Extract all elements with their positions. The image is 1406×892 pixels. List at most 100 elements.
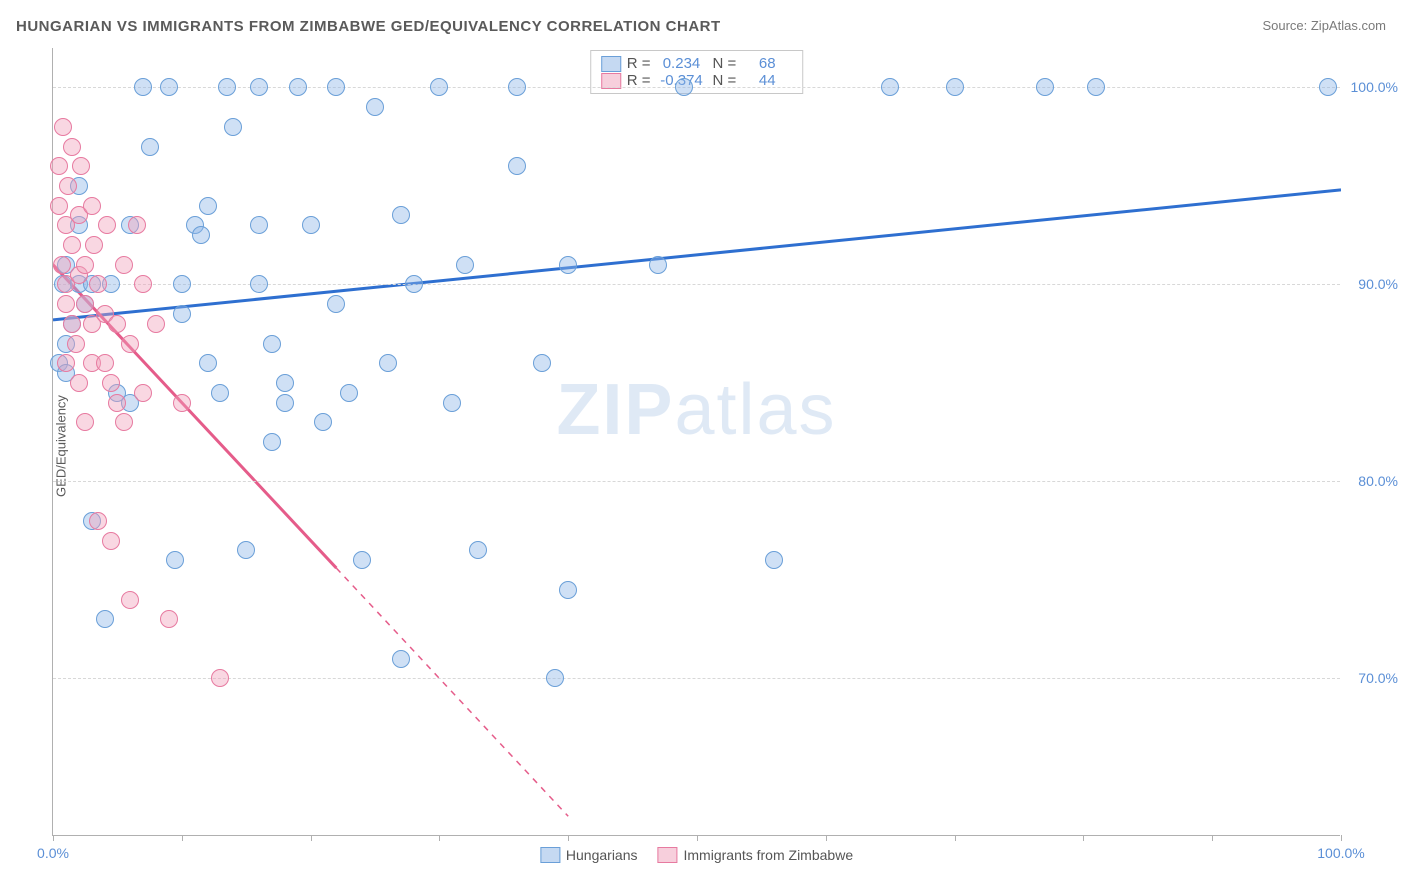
- gridline: [53, 678, 1340, 679]
- data-point: [379, 354, 397, 372]
- x-tick-mark: [826, 835, 827, 841]
- data-point: [134, 275, 152, 293]
- swatch-blue: [601, 56, 621, 72]
- chart-container: HUNGARIAN VS IMMIGRANTS FROM ZIMBABWE GE…: [0, 0, 1406, 892]
- data-point: [134, 384, 152, 402]
- data-point: [115, 413, 133, 431]
- y-tick-label: 100.0%: [1348, 79, 1398, 95]
- data-point: [166, 551, 184, 569]
- watermark: ZIPatlas: [556, 369, 836, 451]
- data-point: [115, 256, 133, 274]
- data-point: [199, 197, 217, 215]
- data-point: [199, 354, 217, 372]
- data-point: [263, 433, 281, 451]
- data-point: [160, 610, 178, 628]
- data-point: [160, 78, 178, 96]
- x-tick-mark: [311, 835, 312, 841]
- data-point: [54, 118, 72, 136]
- watermark-bold: ZIP: [556, 370, 674, 450]
- data-point: [173, 394, 191, 412]
- data-point: [237, 541, 255, 559]
- data-point: [392, 206, 410, 224]
- legend-row: R = 0.234 N = 68: [601, 55, 793, 72]
- data-point: [314, 413, 332, 431]
- data-point: [559, 256, 577, 274]
- x-tick-mark: [697, 835, 698, 841]
- data-point: [946, 78, 964, 96]
- x-tick-mark: [53, 835, 54, 841]
- data-point: [508, 157, 526, 175]
- r-label: R =: [627, 55, 651, 72]
- data-point: [147, 315, 165, 333]
- data-point: [57, 295, 75, 313]
- gridline: [53, 481, 1340, 482]
- x-tick-label: 0.0%: [37, 845, 69, 861]
- data-point: [53, 256, 71, 274]
- data-point: [443, 394, 461, 412]
- x-tick-label: 100.0%: [1317, 845, 1364, 861]
- data-point: [192, 226, 210, 244]
- data-point: [96, 354, 114, 372]
- data-point: [67, 335, 85, 353]
- data-point: [1319, 78, 1337, 96]
- data-point: [649, 256, 667, 274]
- data-point: [76, 413, 94, 431]
- data-point: [302, 216, 320, 234]
- data-point: [134, 78, 152, 96]
- chart-title: HUNGARIAN VS IMMIGRANTS FROM ZIMBABWE GE…: [16, 18, 721, 35]
- data-point: [98, 216, 116, 234]
- data-point: [121, 335, 139, 353]
- data-point: [392, 650, 410, 668]
- data-point: [405, 275, 423, 293]
- data-point: [250, 78, 268, 96]
- trend-line-extrapolated: [336, 568, 568, 816]
- x-tick-mark: [1083, 835, 1084, 841]
- n-value-0: 68: [742, 55, 792, 72]
- data-point: [340, 384, 358, 402]
- legend-label-0: Hungarians: [566, 847, 638, 863]
- data-point: [218, 78, 236, 96]
- data-point: [508, 78, 526, 96]
- data-point: [675, 78, 693, 96]
- x-tick-mark: [439, 835, 440, 841]
- x-tick-mark: [182, 835, 183, 841]
- data-point: [108, 315, 126, 333]
- data-point: [456, 256, 474, 274]
- data-point: [430, 78, 448, 96]
- data-point: [276, 374, 294, 392]
- data-point: [250, 275, 268, 293]
- data-point: [276, 394, 294, 412]
- data-point: [59, 177, 77, 195]
- data-point: [102, 374, 120, 392]
- data-point: [327, 78, 345, 96]
- data-point: [366, 98, 384, 116]
- data-point: [63, 236, 81, 254]
- y-tick-label: 80.0%: [1348, 473, 1398, 489]
- legend-item: Immigrants from Zimbabwe: [658, 847, 854, 863]
- data-point: [76, 295, 94, 313]
- data-point: [765, 551, 783, 569]
- data-point: [211, 384, 229, 402]
- trend-line: [53, 190, 1341, 320]
- source-attribution: Source: ZipAtlas.com: [1262, 18, 1386, 33]
- data-point: [76, 256, 94, 274]
- data-point: [263, 335, 281, 353]
- data-point: [469, 541, 487, 559]
- x-tick-mark: [568, 835, 569, 841]
- data-point: [50, 157, 68, 175]
- data-point: [89, 275, 107, 293]
- legend-item: Hungarians: [540, 847, 638, 863]
- data-point: [72, 157, 90, 175]
- data-point: [63, 315, 81, 333]
- data-point: [50, 197, 68, 215]
- data-point: [121, 591, 139, 609]
- data-point: [327, 295, 345, 313]
- r-value-0: 0.234: [657, 55, 707, 72]
- data-point: [533, 354, 551, 372]
- swatch-pink: [601, 73, 621, 89]
- data-point: [63, 138, 81, 156]
- gridline: [53, 87, 1340, 88]
- data-point: [1087, 78, 1105, 96]
- series-legend: Hungarians Immigrants from Zimbabwe: [540, 847, 853, 863]
- data-point: [128, 216, 146, 234]
